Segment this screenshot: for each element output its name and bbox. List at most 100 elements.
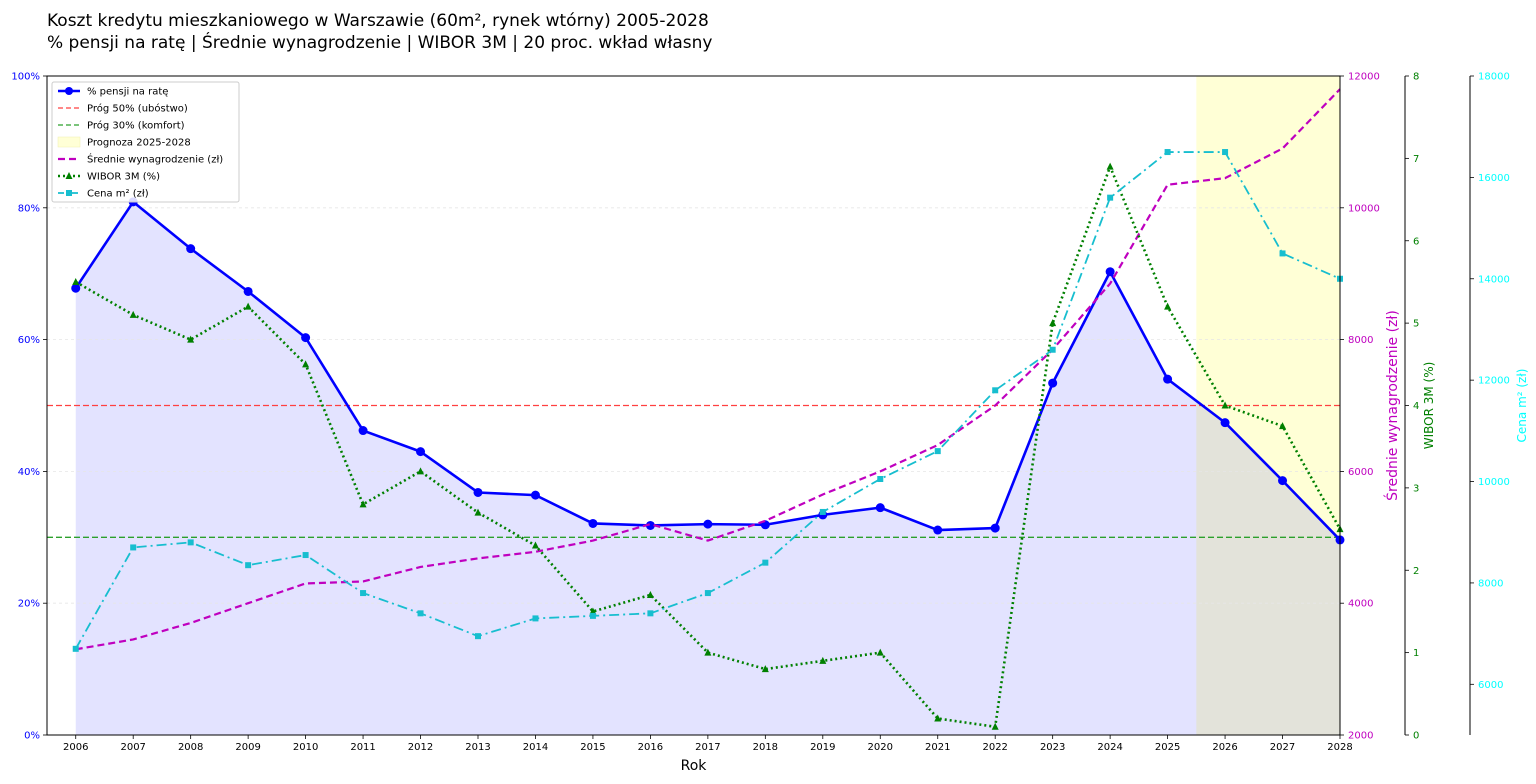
x-axis-tick-label: 2024 [1097, 742, 1122, 753]
legend-label: Próg 30% (komfort) [87, 120, 185, 132]
salary-axis-tick-label: 2000 [1348, 731, 1373, 742]
series-point-3 [761, 665, 769, 673]
left-axis-tick-label: 40% [18, 467, 40, 478]
wibor-axis-tick-label: 6 [1413, 236, 1419, 247]
left-axis-tick-label: 80% [18, 203, 40, 214]
series-point-3 [1164, 302, 1172, 310]
wibor-axis-tick-label: 0 [1413, 731, 1419, 742]
series-point-1 [71, 283, 81, 293]
series-point-4 [187, 539, 194, 546]
series-line-3 [75, 165, 1342, 729]
series-point-4 [417, 610, 424, 617]
legend-label: Cena m² (zł) [87, 189, 149, 200]
series-point-4 [532, 615, 539, 622]
series-point-4 [589, 612, 596, 619]
series-point-4 [245, 562, 252, 569]
x-axis-tick-label: 2013 [465, 742, 490, 753]
series-point-3 [129, 310, 137, 318]
price-axis-label: Cena m² (zł) [1515, 369, 1529, 443]
price-axis-tick-label: 6000 [1478, 680, 1503, 691]
x-axis-label: Rok [681, 758, 708, 774]
salary-axis-tick-label: 12000 [1348, 72, 1380, 83]
chart-title: Koszt kredytu mieszkaniowego w Warszawie… [47, 10, 712, 54]
chart-title-line-2: % pensji na ratę | Średnie wynagrodzenie… [47, 33, 713, 53]
series-point-1 [990, 523, 1000, 533]
series-point-4 [819, 508, 826, 515]
plot-frame [46, 75, 1341, 736]
series-point-4 [704, 590, 711, 597]
x-axis-tick-label: 2016 [638, 742, 663, 753]
x-axis-tick-label: 2006 [63, 742, 88, 753]
salary-axis-tick-label: 4000 [1348, 599, 1373, 610]
series-line-2 [75, 88, 1341, 651]
legend-label: Średnie wynagrodzenie (zł) [87, 153, 223, 166]
series-point-4 [934, 448, 941, 455]
wibor-axis-tick-label: 1 [1413, 648, 1419, 659]
wibor-axis-tick-label: 8 [1413, 72, 1419, 83]
series-point-3 [819, 656, 827, 664]
price-axis-tick-label: 18000 [1478, 72, 1510, 83]
series-point-3 [302, 360, 310, 368]
series-point-4 [360, 590, 367, 597]
series-point-4 [1279, 250, 1286, 257]
series-point-3 [876, 648, 884, 656]
series-point-1 [358, 426, 368, 436]
x-axis-tick-label: 2009 [235, 742, 260, 753]
wibor-axis-tick-label: 3 [1413, 483, 1419, 494]
series-point-1 [416, 447, 426, 457]
x-axis-tick-label: 2018 [753, 742, 778, 753]
series-point-3 [1279, 422, 1287, 430]
series-point-3 [72, 277, 80, 285]
series-point-1 [1163, 374, 1173, 384]
x-axis-tick-label: 2014 [523, 742, 548, 753]
wibor-axis-tick-label: 7 [1413, 154, 1419, 165]
legend-label: WIBOR 3M (%) [87, 172, 160, 183]
x-axis-tick-label: 2025 [1155, 742, 1180, 753]
wibor-axis-tick-label: 2 [1413, 566, 1419, 577]
x-axis-tick-label: 2020 [868, 742, 893, 753]
wibor-axis-tick-label: 4 [1413, 401, 1419, 412]
series-point-3 [359, 500, 367, 508]
series-point-3 [474, 508, 482, 516]
series-point-3 [417, 467, 425, 475]
wibor-axis-tick-label: 5 [1413, 319, 1419, 330]
series-point-1 [875, 503, 885, 513]
series-point-3 [646, 590, 654, 598]
left-axis-tick-label: 60% [18, 335, 40, 346]
series-point-3 [1106, 162, 1114, 170]
legend-label: Prognoza 2025-2028 [87, 138, 191, 149]
series-point-1 [933, 525, 943, 535]
price-axis-tick-label: 10000 [1478, 477, 1510, 488]
x-axis-tick-label: 2017 [695, 742, 720, 753]
legend: % pensji na ratę Próg 50% (ubóstwo) Próg 3… [51, 81, 240, 203]
legend-swatch [57, 136, 81, 148]
left-axis-tick-label: 0% [24, 731, 40, 742]
legend-marker [65, 172, 73, 179]
main-series-area [75, 201, 1341, 735]
series-point-4 [992, 387, 999, 394]
series-point-3 [991, 722, 999, 730]
x-axis-tick-label: 2019 [810, 742, 835, 753]
price-axis-tick-label: 8000 [1478, 578, 1503, 589]
salary-axis-label: Średnie wynagrodzenie (zł) [1383, 310, 1401, 501]
x-axis-tick-label: 2015 [580, 742, 605, 753]
series-point-1 [243, 286, 253, 296]
chart-title-line-1: Koszt kredytu mieszkaniowego w Warszawie… [47, 11, 709, 31]
salary-axis-tick-label: 6000 [1348, 467, 1373, 478]
legend-label: Próg 50% (ubóstwo) [87, 103, 188, 115]
x-axis-tick-label: 2028 [1327, 742, 1352, 753]
series-point-4 [762, 559, 769, 566]
price-axis-tick-label: 14000 [1478, 274, 1510, 285]
series-point-1 [703, 519, 713, 529]
series-point-1 [1220, 418, 1230, 428]
salary-axis-tick-label: 10000 [1348, 203, 1380, 214]
series-point-3 [531, 541, 539, 549]
series-point-3 [934, 714, 942, 722]
price-axis-tick-label: 16000 [1478, 173, 1510, 184]
x-axis-tick-label: 2021 [925, 742, 950, 753]
series-point-1 [1105, 267, 1115, 277]
series-point-4 [1107, 194, 1114, 201]
series-point-4 [647, 610, 654, 617]
series-point-4 [72, 645, 79, 652]
legend-label: % pensji na ratę [87, 87, 168, 98]
